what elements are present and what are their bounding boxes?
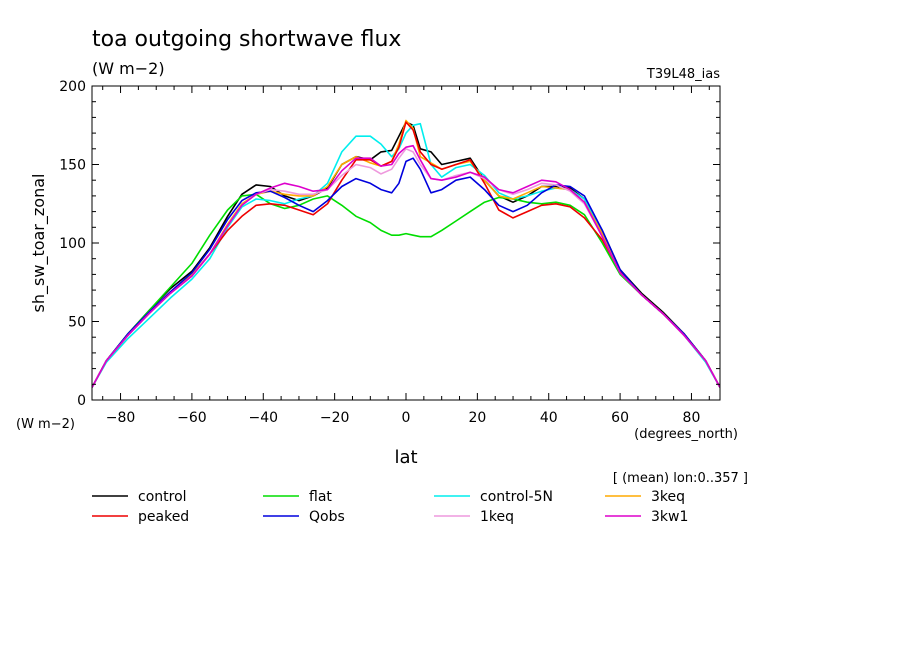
x-tick-label: −40 xyxy=(248,410,278,426)
legend-entry-peaked: peaked xyxy=(92,509,189,525)
chart-title: toa outgoing shortwave flux xyxy=(92,27,401,52)
x-tick-label: 80 xyxy=(683,410,701,426)
legend-label: control xyxy=(138,489,187,505)
series-line-flat xyxy=(92,193,720,388)
legend-label: 3kw1 xyxy=(651,509,688,525)
legend-entry-Qobs: Qobs xyxy=(263,509,345,525)
y-tick-label: 100 xyxy=(59,236,86,252)
x-axis-unit: (degrees_north) xyxy=(634,427,738,442)
legend-entry-control-5N: control-5N xyxy=(434,489,553,505)
series-line-3kw1 xyxy=(92,144,720,388)
chart-subtitle: (W m−2) xyxy=(92,59,165,78)
experiment-tag: T39L48_ias xyxy=(646,67,720,82)
y-axis-label: sh_sw_toar_zonal xyxy=(29,174,49,313)
series-line-peaked xyxy=(92,121,720,388)
legend-label: Qobs xyxy=(309,509,345,525)
y-tick-label: 50 xyxy=(68,315,86,331)
series-line-Qobs xyxy=(92,157,720,388)
y-axis-unit: (W m−2) xyxy=(16,417,75,432)
x-tick-label: 40 xyxy=(540,410,558,426)
legend-entry-flat: flat xyxy=(263,489,332,505)
legend-entry-3keq: 3keq xyxy=(605,489,685,505)
legend-entry-3kw1: 3kw1 xyxy=(605,509,688,525)
x-tick-label: −20 xyxy=(320,410,350,426)
legend-entry-control: control xyxy=(92,489,187,505)
x-tick-label: 60 xyxy=(611,410,629,426)
legend-label: 1keq xyxy=(480,509,514,525)
x-tick-label: −80 xyxy=(106,410,136,426)
legend-label: 3keq xyxy=(651,489,685,505)
legend-label: peaked xyxy=(138,509,189,525)
legend-label: control-5N xyxy=(480,489,553,505)
series-line-1keq xyxy=(92,148,720,388)
x-axis-label: lat xyxy=(394,447,417,468)
averaging-note: [ (mean) lon:0..357 ] xyxy=(613,471,748,486)
series-line-control-5N xyxy=(92,122,720,388)
x-tick-label: −60 xyxy=(177,410,207,426)
legend: control flat control-5N 3keq peaked Qobs 1keq 3… xyxy=(92,489,688,525)
y-tick-label: 150 xyxy=(59,158,86,174)
series-layer xyxy=(92,119,720,388)
legend-label: flat xyxy=(309,489,332,505)
y-tick-label: 200 xyxy=(59,79,86,95)
legend-entry-1keq: 1keq xyxy=(434,509,514,525)
y-tick-label: 0 xyxy=(77,393,86,409)
x-tick-label: 0 xyxy=(402,410,411,426)
axis-layer: −80 −60 −40 −20 0 20 40 60 80 0 50 100 150 200 xyxy=(59,79,721,426)
x-tick-label: 20 xyxy=(468,410,486,426)
